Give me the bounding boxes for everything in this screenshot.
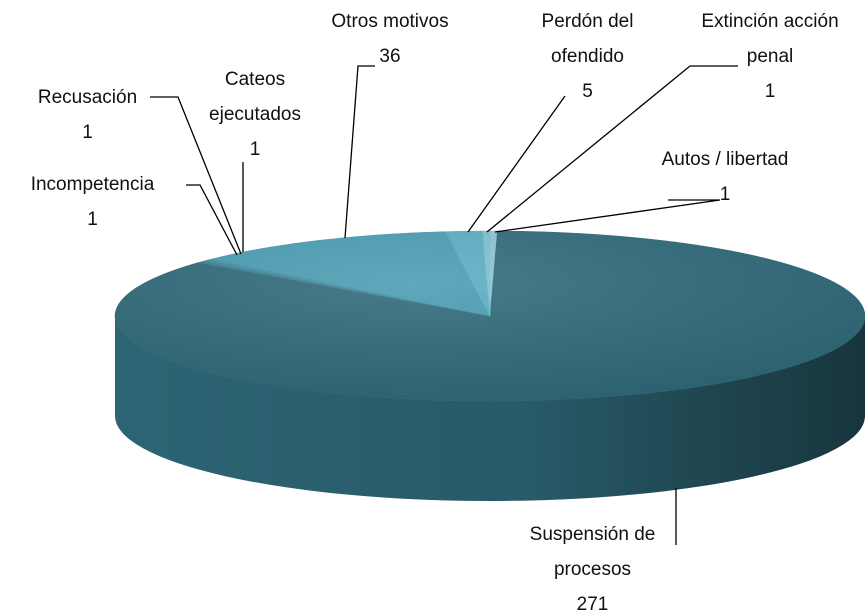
leader-line xyxy=(344,65,375,239)
category-label: Otros motivos xyxy=(331,11,449,32)
leader-line xyxy=(467,95,566,233)
category-label: Cateos ejecutados xyxy=(209,69,301,125)
category-label: Incompetencia xyxy=(30,174,155,195)
leader-line xyxy=(486,65,738,233)
value-label: 1 xyxy=(82,122,93,143)
data-label: Cateos ejecutados 1 xyxy=(185,62,325,167)
leader-line xyxy=(186,184,238,256)
data-label: Incompetencia 1 xyxy=(0,167,185,237)
side-shade xyxy=(115,316,865,501)
category-label: Suspensión de procesos xyxy=(529,524,656,580)
value-label: 1 xyxy=(87,209,98,230)
data-label: Autos / libertad 1 xyxy=(660,142,790,212)
category-label: Autos / libertad xyxy=(661,149,789,170)
data-label: Perdón del ofendido 5 xyxy=(505,4,670,109)
value-label: 5 xyxy=(582,81,593,102)
data-label: Otros motivos 36 xyxy=(290,4,490,74)
value-label: 1 xyxy=(249,139,261,160)
category-label: Extinción acción penal xyxy=(701,11,839,67)
data-label: Recusación 1 xyxy=(20,80,155,150)
value-label: 1 xyxy=(764,81,776,102)
data-label: Suspensión de procesos 271 xyxy=(500,517,685,614)
value-label: 1 xyxy=(719,184,731,205)
leader-line xyxy=(494,199,721,233)
category-label: Recusación xyxy=(37,87,138,108)
category-label: Perdón del ofendido xyxy=(541,11,634,67)
value-label: 36 xyxy=(379,46,401,67)
top-gloss xyxy=(115,231,865,401)
value-label: 271 xyxy=(576,594,609,614)
leader-line xyxy=(150,96,242,255)
data-label: Extinción acción penal 1 xyxy=(680,4,860,109)
